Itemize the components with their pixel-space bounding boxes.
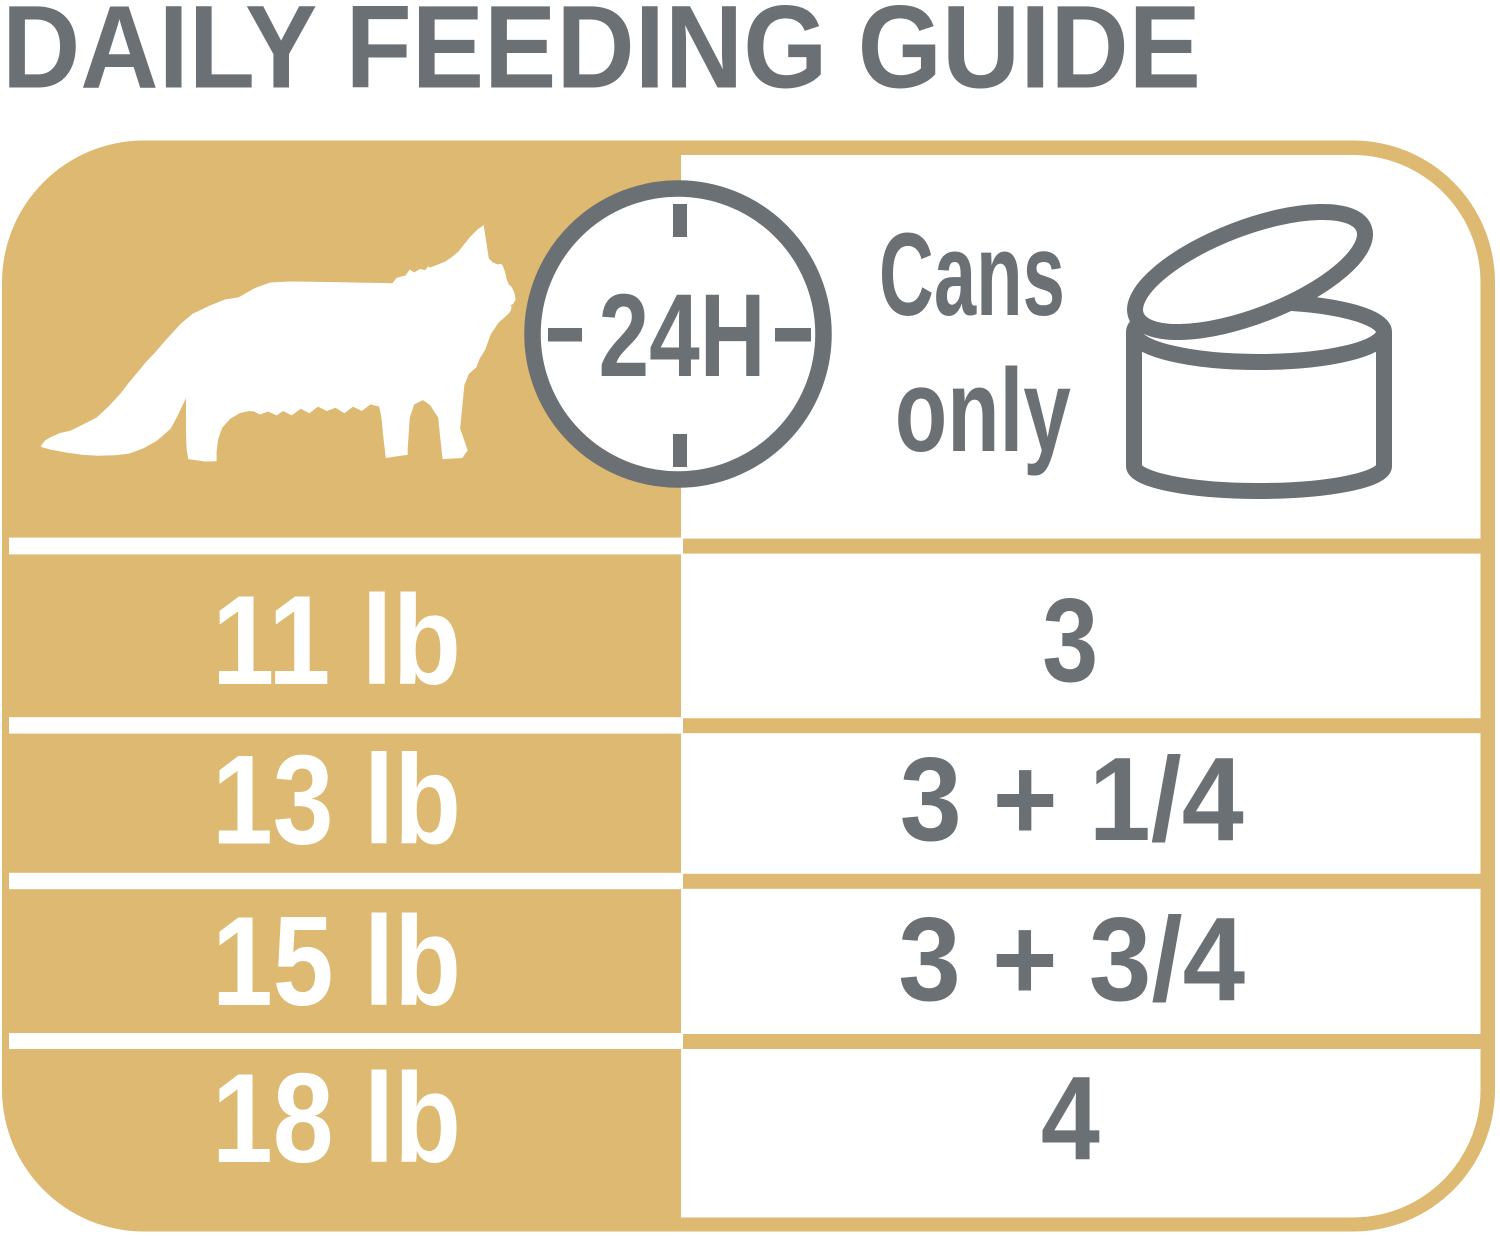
- svg-text:24H: 24H: [599, 270, 766, 402]
- svg-text:3: 3: [1042, 575, 1098, 707]
- svg-text:3 + 1/4: 3 + 1/4: [900, 734, 1244, 866]
- svg-text:DAILY FEEDING GUIDE: DAILY FEEDING GUIDE: [2, 0, 1201, 114]
- svg-text:13 lb: 13 lb: [212, 729, 461, 871]
- svg-text:18 lb: 18 lb: [212, 1047, 461, 1189]
- svg-text:only: only: [895, 345, 1071, 477]
- svg-text:11 lb: 11 lb: [212, 569, 461, 711]
- svg-text:3 + 3/4: 3 + 3/4: [898, 894, 1245, 1026]
- svg-text:Cans: Cans: [879, 209, 1065, 341]
- svg-text:4: 4: [1041, 1053, 1100, 1185]
- svg-text:15 lb: 15 lb: [212, 890, 461, 1032]
